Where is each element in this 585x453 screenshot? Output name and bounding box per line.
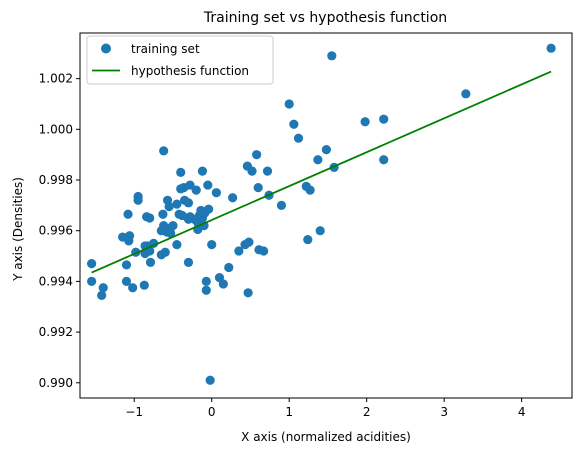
scatter-point	[176, 184, 186, 194]
scatter-point	[160, 247, 170, 257]
scatter-point	[321, 144, 331, 155]
legend-label-training-set: training set	[131, 42, 200, 56]
scatter-point	[252, 150, 262, 160]
scatter-point	[546, 43, 556, 53]
x-axis: −1 0 1 2 3 4	[125, 398, 525, 419]
chart-title: Training set vs hypothesis function	[203, 10, 447, 26]
scatter-point	[305, 185, 315, 195]
scatter-point	[159, 146, 169, 156]
scatter-point	[87, 276, 97, 287]
y-axis: 0.990 0.992 0.994 0.996 0.998 1.000 1.002	[39, 72, 80, 390]
scatter-point	[327, 51, 337, 61]
x-tick-label: 0	[208, 405, 216, 419]
y-axis-title: Y axis (Densities)	[11, 177, 25, 282]
scatter-point	[243, 288, 253, 298]
scatter-point	[183, 198, 194, 208]
scatter-point	[276, 200, 287, 210]
scatter-point	[203, 180, 213, 190]
scatter-point	[176, 167, 186, 178]
scatter-point	[133, 195, 143, 205]
scatter-point	[145, 213, 155, 223]
scatter-point	[201, 285, 211, 295]
scatter-point	[197, 166, 208, 176]
scatter-point	[139, 280, 149, 290]
scatter-point	[259, 246, 269, 256]
x-tick-label: 1	[285, 405, 293, 419]
scatter-point	[289, 119, 299, 129]
scatter-point	[162, 195, 173, 205]
scatter-point	[204, 204, 214, 214]
scatter-point	[87, 259, 97, 269]
x-tick-label: 3	[440, 405, 448, 419]
scatter-point	[262, 166, 273, 176]
plot-area-frame	[79, 32, 573, 399]
scatter-point	[196, 205, 206, 216]
scatter-point	[172, 199, 182, 209]
scatter-point	[313, 155, 323, 165]
scatter-point	[185, 180, 195, 190]
x-tick-label: −1	[125, 405, 143, 419]
y-tick-label: 1.000	[39, 122, 73, 136]
scatter-point	[211, 188, 221, 198]
scatter-point	[98, 283, 108, 293]
scatter-point	[124, 236, 134, 246]
scatter-point	[218, 279, 228, 289]
scatter-point	[145, 257, 156, 267]
scatter-point	[128, 283, 138, 293]
legend-label-hypothesis-function: hypothesis function	[131, 64, 249, 78]
scatter-point	[234, 246, 244, 256]
scatter-point	[207, 240, 217, 250]
scatter-point	[166, 228, 176, 238]
scatter-point	[201, 276, 211, 287]
scatter-point	[360, 117, 370, 127]
hypothesis-line	[91, 70, 552, 274]
scatter-point	[121, 276, 132, 287]
scatter-point	[379, 155, 389, 165]
scatter-point	[253, 183, 263, 193]
scatter-point	[224, 262, 234, 273]
scatter-point	[97, 290, 107, 300]
y-tick-label: 0.996	[39, 224, 73, 238]
y-tick-label: 0.994	[39, 274, 73, 288]
scatter-point	[191, 185, 201, 195]
scatter-point	[244, 237, 254, 247]
scatter-point	[461, 89, 471, 99]
scatter-point	[205, 375, 215, 385]
scatter-point	[158, 209, 168, 219]
scatter-point	[303, 234, 313, 245]
scatter-point	[315, 226, 325, 236]
y-tick-label: 0.990	[39, 376, 73, 390]
y-tick-label: 1.002	[39, 72, 73, 86]
scatter-point	[172, 240, 182, 250]
scatter-point	[247, 166, 257, 176]
y-tick-label: 0.998	[39, 173, 73, 187]
y-tick-label: 0.992	[39, 325, 73, 339]
scatter-point	[228, 193, 238, 203]
scatter-point	[379, 114, 389, 124]
scatter-point	[293, 133, 304, 143]
x-axis-title: X axis (normalized acidities)	[241, 430, 411, 444]
legend: training set hypothesis function	[86, 35, 274, 85]
scatter-point	[183, 214, 194, 224]
scatter-point	[183, 257, 194, 267]
data-series-layer	[87, 43, 556, 385]
legend-box	[86, 35, 274, 85]
x-tick-label: 4	[518, 405, 526, 419]
scatter-point	[284, 99, 294, 109]
legend-marker-training-set	[101, 43, 111, 54]
scatter-point	[123, 209, 133, 219]
scatter-point	[121, 260, 132, 270]
x-tick-label: 2	[363, 405, 371, 419]
